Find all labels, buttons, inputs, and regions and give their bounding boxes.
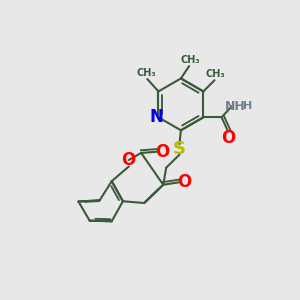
Text: S: S bbox=[173, 140, 186, 158]
Text: CH₃: CH₃ bbox=[206, 69, 226, 79]
Text: O: O bbox=[177, 173, 192, 191]
Text: CH₃: CH₃ bbox=[136, 68, 156, 78]
Text: H: H bbox=[243, 101, 252, 111]
Text: NH: NH bbox=[225, 100, 246, 112]
Text: CH₃: CH₃ bbox=[181, 55, 200, 64]
Text: O: O bbox=[121, 151, 135, 169]
Text: N: N bbox=[149, 108, 163, 126]
Text: O: O bbox=[221, 129, 235, 147]
Text: O: O bbox=[155, 143, 169, 161]
